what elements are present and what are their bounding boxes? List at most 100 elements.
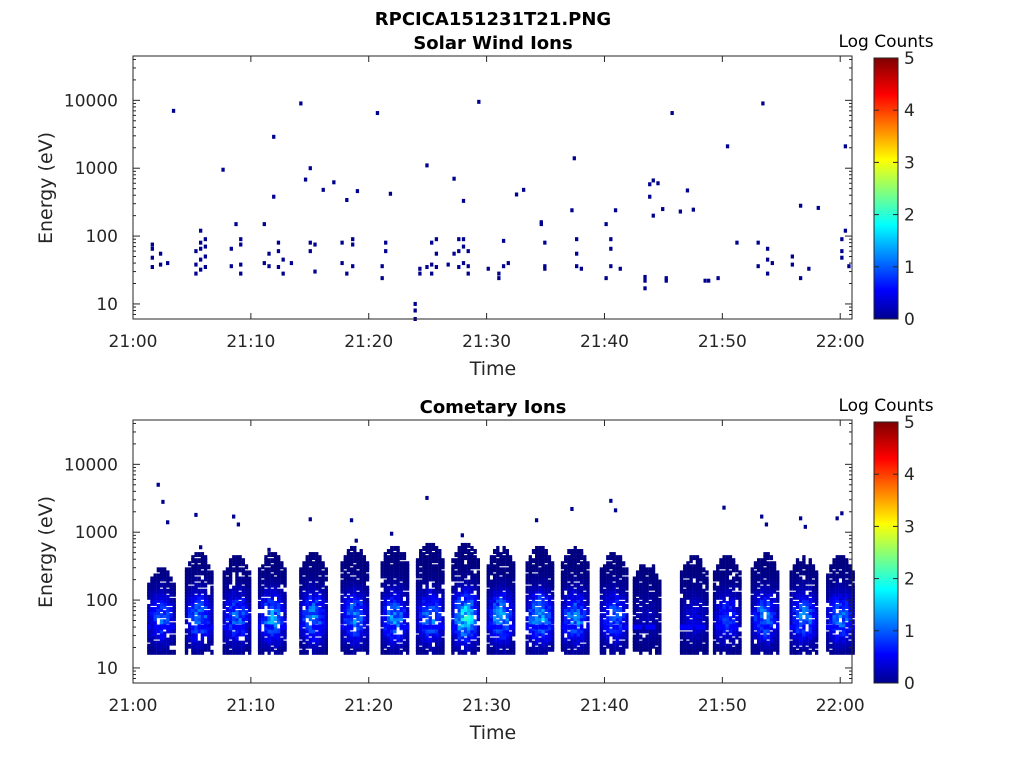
count-cell: [814, 588, 819, 594]
count-cell: [399, 567, 403, 573]
count-cell: [848, 594, 852, 600]
count-cell: [460, 588, 465, 594]
count-cell: [308, 588, 313, 594]
count-cell: [383, 640, 388, 646]
count-cell: [380, 619, 384, 625]
count-cell: [311, 646, 316, 652]
count-cell: [606, 567, 610, 573]
count-cell: [425, 597, 429, 603]
count-cell: [606, 597, 610, 603]
count-cell: [308, 576, 313, 582]
count-cell: [579, 649, 584, 655]
count-cell: [422, 567, 426, 573]
count-cell: [418, 266, 422, 271]
count-cell: [579, 628, 584, 634]
count-cell: [496, 643, 500, 649]
count-cell: [188, 600, 192, 606]
count-cell: [750, 588, 754, 594]
count-cell: [695, 570, 700, 576]
count-cell: [683, 607, 687, 613]
count-cell: [622, 561, 626, 567]
count-cell: [264, 597, 268, 603]
count-cell: [257, 573, 262, 579]
count-cell: [728, 597, 733, 603]
count-cell: [651, 178, 655, 183]
count-cell: [460, 634, 465, 640]
count-cell: [318, 567, 322, 573]
count-cell: [658, 640, 662, 646]
count-cell: [222, 643, 226, 649]
count-cell: [169, 649, 173, 655]
count-cell: [390, 616, 394, 622]
count-cell: [835, 582, 839, 588]
count-cell: [541, 637, 545, 643]
count-cell: [238, 585, 242, 591]
count-cell: [457, 265, 461, 270]
count-cell: [431, 637, 436, 643]
count-cell: [340, 261, 344, 266]
count-cell: [422, 552, 426, 558]
count-cell: [829, 631, 833, 637]
count-cell: [573, 600, 577, 606]
count-cell: [576, 564, 581, 570]
count-cell: [625, 640, 629, 646]
colorbar-tick-label: 4: [904, 101, 915, 121]
count-cell: [321, 634, 325, 640]
count-cell: [383, 570, 388, 576]
count-cell: [564, 600, 568, 606]
count-cell: [732, 576, 736, 582]
count-cell: [194, 570, 198, 576]
count-cell: [750, 576, 754, 582]
count-cell: [393, 628, 397, 634]
count-cell: [618, 591, 623, 597]
count-cell: [496, 567, 500, 573]
count-cell: [489, 607, 494, 613]
count-cell: [277, 637, 281, 643]
count-cell: [159, 588, 164, 594]
count-cell: [789, 640, 793, 646]
count-cell: [422, 640, 426, 646]
count-cell: [564, 603, 568, 609]
count-cell: [829, 591, 833, 597]
count-cell: [390, 628, 394, 634]
count-cell: [606, 643, 610, 649]
count-cell: [396, 585, 400, 591]
count-cell: [792, 591, 797, 597]
count-cell: [393, 555, 397, 561]
count-cell: [473, 579, 477, 585]
count-cell: [538, 637, 542, 643]
count-cell: [683, 643, 687, 649]
count-cell: [486, 643, 490, 649]
count-cell: [838, 634, 843, 640]
count-cell: [615, 603, 619, 609]
count-cell: [686, 619, 690, 625]
count-cell: [635, 579, 640, 585]
count-cell: [738, 570, 742, 576]
count-cell: [365, 640, 370, 646]
count-cell: [460, 552, 465, 558]
count-cell: [232, 600, 236, 606]
count-cell: [570, 637, 574, 643]
count-cell: [191, 649, 195, 655]
count-cell: [570, 567, 574, 573]
count-cell: [525, 585, 529, 591]
count-cell: [232, 514, 236, 519]
count-cell: [434, 649, 439, 655]
count-cell: [645, 567, 649, 573]
count-cell: [302, 649, 306, 655]
count-cell: [308, 558, 313, 564]
count-cell: [359, 634, 363, 640]
count-cell: [324, 585, 328, 591]
count-cell: [609, 576, 613, 582]
x-tick-label: 21:10: [226, 332, 275, 352]
count-cell: [184, 591, 189, 597]
count-cell: [602, 576, 607, 582]
count-cell: [150, 591, 154, 597]
count-cell: [535, 561, 539, 567]
count-cell: [583, 637, 587, 643]
count-cell: [225, 634, 230, 640]
count-cell: [639, 600, 643, 606]
count-cell: [725, 585, 729, 591]
count-cell: [841, 634, 846, 640]
count-cell: [560, 646, 565, 652]
